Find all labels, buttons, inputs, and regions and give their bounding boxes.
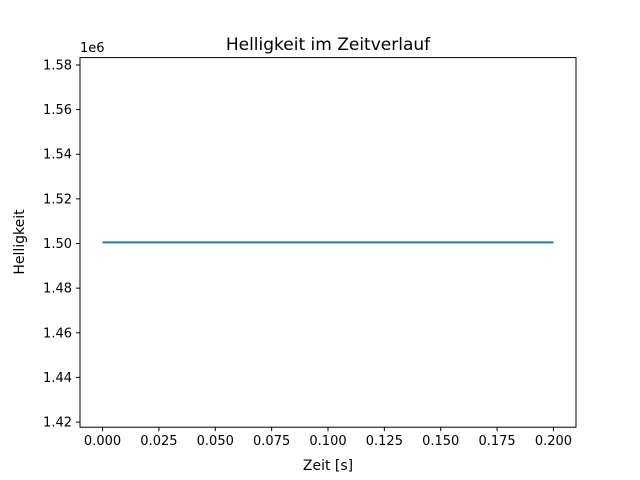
x-axis-ticks: 0.000 0.025 0.050 0.075 0.100 0.125 0.150 0.175… [84, 427, 572, 449]
x-tick-label: 0.125 [366, 434, 403, 449]
x-tick-label: 0.025 [140, 434, 177, 449]
y-tick-label: 1.54 [43, 148, 72, 163]
y-tick-label: 1.42 [43, 416, 72, 431]
y-tick-label: 1.52 [43, 192, 72, 207]
y-tick-label: 1.56 [43, 103, 72, 118]
y-tick-label: 1.50 [43, 237, 72, 252]
y-axis-label: Helligkeit [12, 209, 28, 275]
y-tick-label: 1.44 [43, 371, 72, 386]
x-tick-label: 0.075 [253, 434, 290, 449]
x-tick-label: 0.000 [84, 434, 121, 449]
chart-title: Helligkeit im Zeitverlauf [226, 35, 431, 55]
x-tick-label: 0.150 [422, 434, 459, 449]
y-tick-label: 1.58 [43, 58, 72, 73]
x-tick-label: 0.175 [478, 434, 515, 449]
y-axis-ticks: 1.42 1.44 1.46 1.48 1.50 1.52 1.54 1.56 1.58 [43, 58, 80, 431]
x-tick-label: 0.200 [535, 434, 572, 449]
y-tick-label: 1.48 [43, 282, 72, 297]
x-axis-label: Zeit [s] [303, 458, 353, 474]
y-tick-label: 1.46 [43, 326, 72, 341]
y-axis-offset-label: 1e6 [80, 41, 105, 56]
x-tick-label: 0.050 [197, 434, 234, 449]
x-tick-label: 0.100 [309, 434, 346, 449]
